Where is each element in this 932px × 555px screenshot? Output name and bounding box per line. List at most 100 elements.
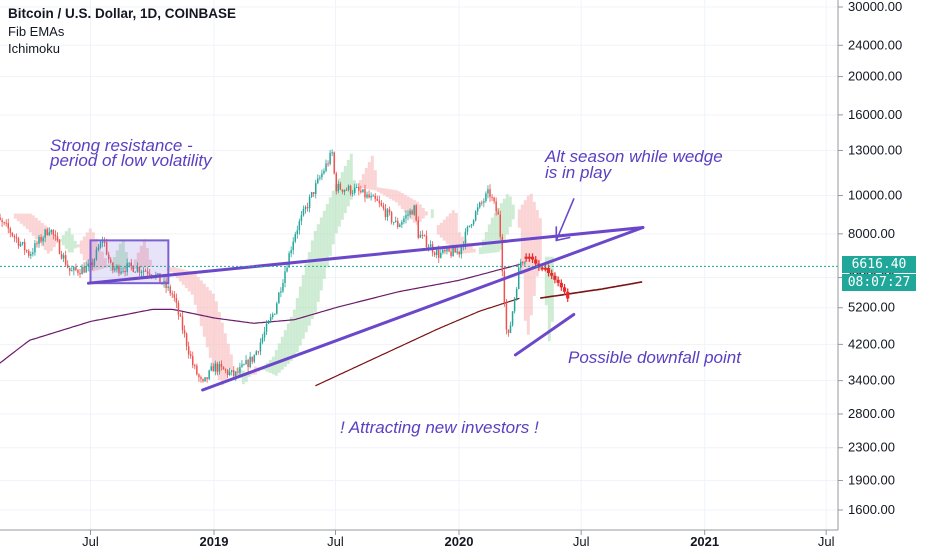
candle-body xyxy=(329,152,331,164)
candle-body xyxy=(384,208,387,218)
ichimoku-cloud-band xyxy=(499,203,503,250)
candle-body xyxy=(337,183,340,192)
candle-body xyxy=(300,215,303,222)
candle-body xyxy=(118,266,120,274)
price-tick-label: 2800.00 xyxy=(848,406,895,421)
candle-body xyxy=(470,224,473,226)
trend-drawings xyxy=(86,198,645,392)
candle-body xyxy=(50,229,53,233)
ichimoku-cloud-band xyxy=(394,190,398,203)
candle-body xyxy=(124,270,126,273)
candle-body xyxy=(261,337,264,343)
candle-body xyxy=(19,243,22,246)
time-tick-label: Jul xyxy=(82,534,99,549)
candle-body xyxy=(417,220,420,238)
alt-season-arrow-head xyxy=(555,226,571,242)
ichimoku-cloud xyxy=(13,153,554,386)
candle-body xyxy=(5,222,7,224)
candle-body xyxy=(405,215,407,219)
candle-body xyxy=(128,262,130,264)
candle-body xyxy=(187,346,190,355)
ichimoku-cloud-band xyxy=(511,204,515,220)
ichimoku-cloud-band xyxy=(148,259,152,267)
candle-body xyxy=(265,323,268,332)
candle-body xyxy=(456,251,458,253)
candle-body xyxy=(120,271,122,274)
ichimoku-cloud-band xyxy=(19,213,23,224)
candle-body xyxy=(52,229,55,235)
ichimoku-cloud-band xyxy=(316,224,320,302)
ichimoku-cloud-band xyxy=(403,194,407,213)
candle-body xyxy=(380,202,383,206)
candle-body xyxy=(130,262,133,266)
candle-body xyxy=(73,267,75,271)
candle-body xyxy=(386,209,389,218)
projection-candle xyxy=(553,275,557,280)
ichimoku-cloud-band xyxy=(328,197,332,256)
candle-body xyxy=(298,221,301,231)
candle-body xyxy=(302,209,305,216)
candle-body xyxy=(290,250,292,254)
ichimoku-cloud-band xyxy=(169,267,173,272)
ichimoku-cloud-band xyxy=(211,293,215,368)
candle-body xyxy=(196,365,198,375)
candle-body xyxy=(294,234,297,242)
time-tick-label: 2020 xyxy=(445,534,474,549)
candle-body xyxy=(218,363,221,372)
candle-body xyxy=(255,351,258,356)
ichimoku-cloud-band xyxy=(223,333,227,381)
annotation-investors: ! Attracting new investors ! xyxy=(340,418,539,437)
ichimoku-cloud-band xyxy=(70,234,74,253)
candle-body xyxy=(140,271,143,273)
ichimoku-cloud-band xyxy=(466,242,470,254)
ichimoku-cloud-band xyxy=(364,168,368,189)
ichimoku-cloud-band xyxy=(46,228,50,254)
candle-body xyxy=(81,266,83,275)
candle-body xyxy=(399,224,401,227)
candle-body xyxy=(440,252,442,258)
indicator-fib-emas[interactable]: Fib EMAs xyxy=(8,24,65,39)
ichimoku-cloud-band xyxy=(388,189,392,199)
ichimoku-cloud-band xyxy=(97,245,101,270)
ichimoku-cloud-band xyxy=(385,188,389,198)
candle-body xyxy=(339,183,342,190)
candle-body xyxy=(306,207,309,209)
indicator-ichimoku[interactable]: Ichimoku xyxy=(8,41,61,56)
time-axis[interactable]: Jul 2019 Jul 2020 Jul 2021 Jul xyxy=(82,530,835,549)
candle-body xyxy=(374,195,376,200)
ichimoku-cloud-band xyxy=(346,159,350,207)
ichimoku-cloud-band xyxy=(133,259,137,269)
candle-body xyxy=(21,242,24,244)
ichimoku-cloud-band xyxy=(526,195,530,335)
candle-body xyxy=(48,232,51,236)
candle-body xyxy=(212,366,215,372)
candle-body xyxy=(310,192,313,197)
ichimoku-cloud-band xyxy=(22,213,26,227)
ichimoku-cloud-band xyxy=(337,178,341,227)
candle-body xyxy=(107,254,110,260)
candle-body xyxy=(235,371,237,377)
candle-body xyxy=(226,370,229,375)
candle-body xyxy=(146,271,149,274)
candle-body xyxy=(345,189,348,191)
candle-body xyxy=(501,236,504,272)
candle-body xyxy=(253,355,256,362)
ichimoku-cloud-band xyxy=(184,270,188,289)
candle-body xyxy=(378,200,381,203)
ichimoku-cloud-band xyxy=(442,219,446,241)
chart-title[interactable]: Bitcoin / U.S. Dollar, 1D, COINBASE xyxy=(8,6,237,21)
candle-body xyxy=(15,237,18,239)
candle-body xyxy=(40,237,42,242)
ichimoku-cloud-band xyxy=(145,248,149,268)
ichimoku-cloud-band xyxy=(205,287,209,348)
ichimoku-cloud-band xyxy=(502,198,506,243)
ichimoku-cloud-band xyxy=(202,283,206,337)
candle-body xyxy=(42,237,44,242)
price-axis[interactable]: 30000.00 24000.00 20000.00 16000.00 13000.00… xyxy=(838,0,902,517)
projection-candle xyxy=(546,267,551,274)
ichimoku-cloud-band xyxy=(319,217,323,291)
candle-body xyxy=(263,331,266,338)
ichimoku-cloud-band xyxy=(517,209,521,228)
candle-body xyxy=(433,252,436,255)
